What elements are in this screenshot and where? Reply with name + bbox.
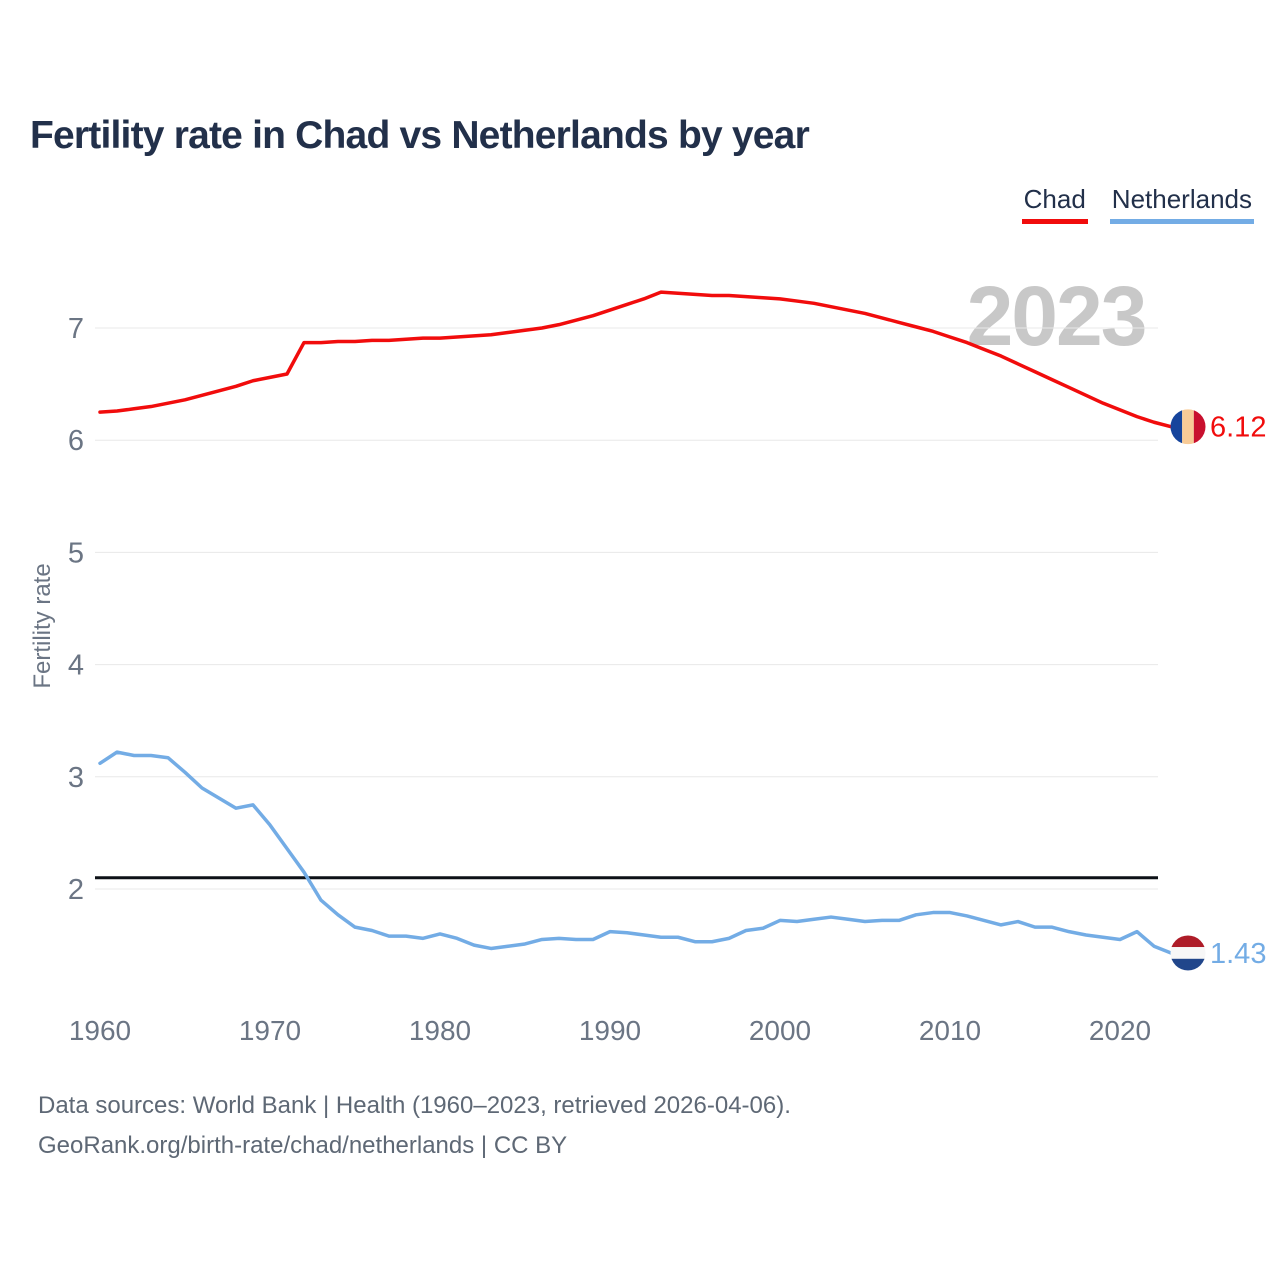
watermark-year: 2023: [967, 269, 1146, 363]
y-axis-title: Fertility rate: [29, 563, 56, 688]
netherlands-flag-stripe: [1170, 935, 1206, 948]
y-tick-4: 4: [68, 650, 84, 682]
gridlines: [95, 327, 1158, 890]
legend: Chad Netherlands: [1021, 184, 1254, 224]
x-tick-2000: 2000: [749, 1015, 811, 1046]
x-tick-1960: 1960: [69, 1015, 131, 1046]
chad-line[interactable]: [98, 290, 1173, 429]
legend-item-chad[interactable]: Chad: [1021, 184, 1088, 224]
y-tick-3: 3: [68, 762, 84, 794]
x-tick-1990: 1990: [579, 1015, 641, 1046]
netherlands-end-value: 1.43: [1210, 938, 1266, 970]
netherlands-flag-icon: [1170, 935, 1206, 971]
x-tick-2020: 2020: [1089, 1015, 1151, 1046]
legend-item-netherlands[interactable]: Netherlands: [1109, 184, 1254, 224]
page-title: Fertility rate in Chad vs Netherlands by…: [30, 114, 810, 157]
netherlands-line[interactable]: [98, 750, 1173, 955]
x-tick-1970: 1970: [239, 1015, 301, 1046]
y-tick-7: 7: [68, 313, 84, 345]
chad-flag-stripe: [1193, 409, 1206, 445]
series-group: 6.12 1.43: [98, 290, 1266, 971]
y-tick-5: 5: [68, 537, 84, 569]
chad-flag-stripe: [1182, 409, 1194, 445]
netherlands-flag-stripe: [1170, 947, 1206, 959]
y-tick-6: 6: [68, 425, 84, 457]
footer-data-sources: Data sources: World Bank | Health (1960–…: [38, 1092, 791, 1119]
footer-attribution: GeoRank.org/birth-rate/chad/netherlands …: [38, 1132, 568, 1159]
netherlands-flag-stripe: [1170, 958, 1206, 971]
chad-flag-icon: [1170, 409, 1206, 445]
legend-label-netherlands: Netherlands: [1111, 184, 1252, 214]
x-tick-1980: 1980: [409, 1015, 471, 1046]
y-axis-tick-labels: 2 3 4 5 6 7: [68, 313, 84, 906]
legend-label-chad: Chad: [1023, 184, 1086, 214]
x-axis-tick-labels: 1960 1970 1980 1990 2000 2010 2020: [69, 1015, 1151, 1046]
footer: Data sources: World Bank | Health (1960–…: [38, 1086, 791, 1166]
chad-end-value: 6.12: [1210, 412, 1266, 444]
chad-flag-stripe: [1170, 409, 1183, 445]
x-tick-2010: 2010: [919, 1015, 981, 1046]
y-tick-2: 2: [68, 874, 84, 906]
